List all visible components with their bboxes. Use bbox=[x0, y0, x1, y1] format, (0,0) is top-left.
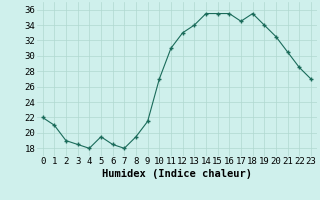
X-axis label: Humidex (Indice chaleur): Humidex (Indice chaleur) bbox=[102, 169, 252, 179]
